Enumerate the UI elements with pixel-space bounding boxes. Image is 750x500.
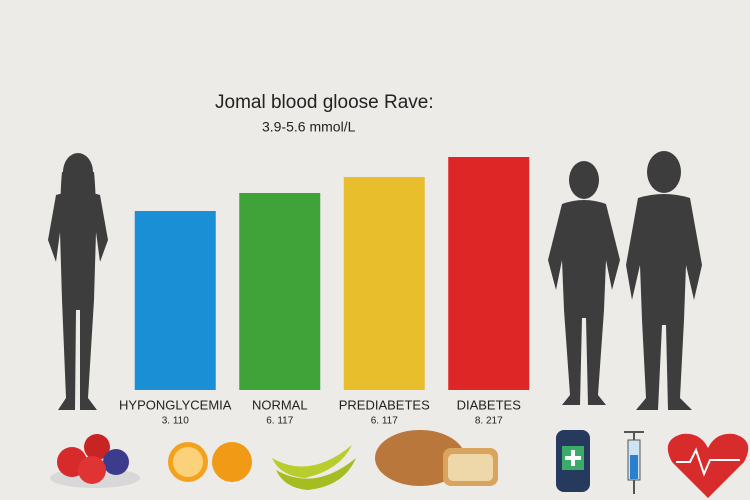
oranges <box>168 442 252 482</box>
silhouette-boy <box>548 161 620 405</box>
category-note: 6. 117 <box>266 416 293 427</box>
bar <box>134 211 216 390</box>
category-label: PREDIABETES <box>339 397 430 412</box>
fruit-bowl <box>50 434 140 488</box>
silhouette-man <box>626 151 702 410</box>
category-note: 8. 217 <box>475 416 503 427</box>
bar <box>343 177 425 390</box>
category-label: DIABETES <box>457 397 522 412</box>
category-label: NORMAL <box>252 397 308 412</box>
heart <box>667 433 749 498</box>
syringe <box>624 431 644 494</box>
bar <box>239 193 321 390</box>
glucose-meter <box>556 430 590 492</box>
category-label: HYPONGLYCEMIA <box>119 397 232 412</box>
chart-subtitle: 3.9-5.6 mmol/L <box>262 119 356 135</box>
chart-title: Jomal blood gloose Rave: <box>215 92 434 113</box>
bar <box>448 157 530 390</box>
bread <box>375 430 498 486</box>
bananas <box>272 445 356 490</box>
silhouette-girl <box>48 153 108 410</box>
category-note: 3. 110 <box>162 416 189 427</box>
category-note: 6. 117 <box>371 416 398 427</box>
